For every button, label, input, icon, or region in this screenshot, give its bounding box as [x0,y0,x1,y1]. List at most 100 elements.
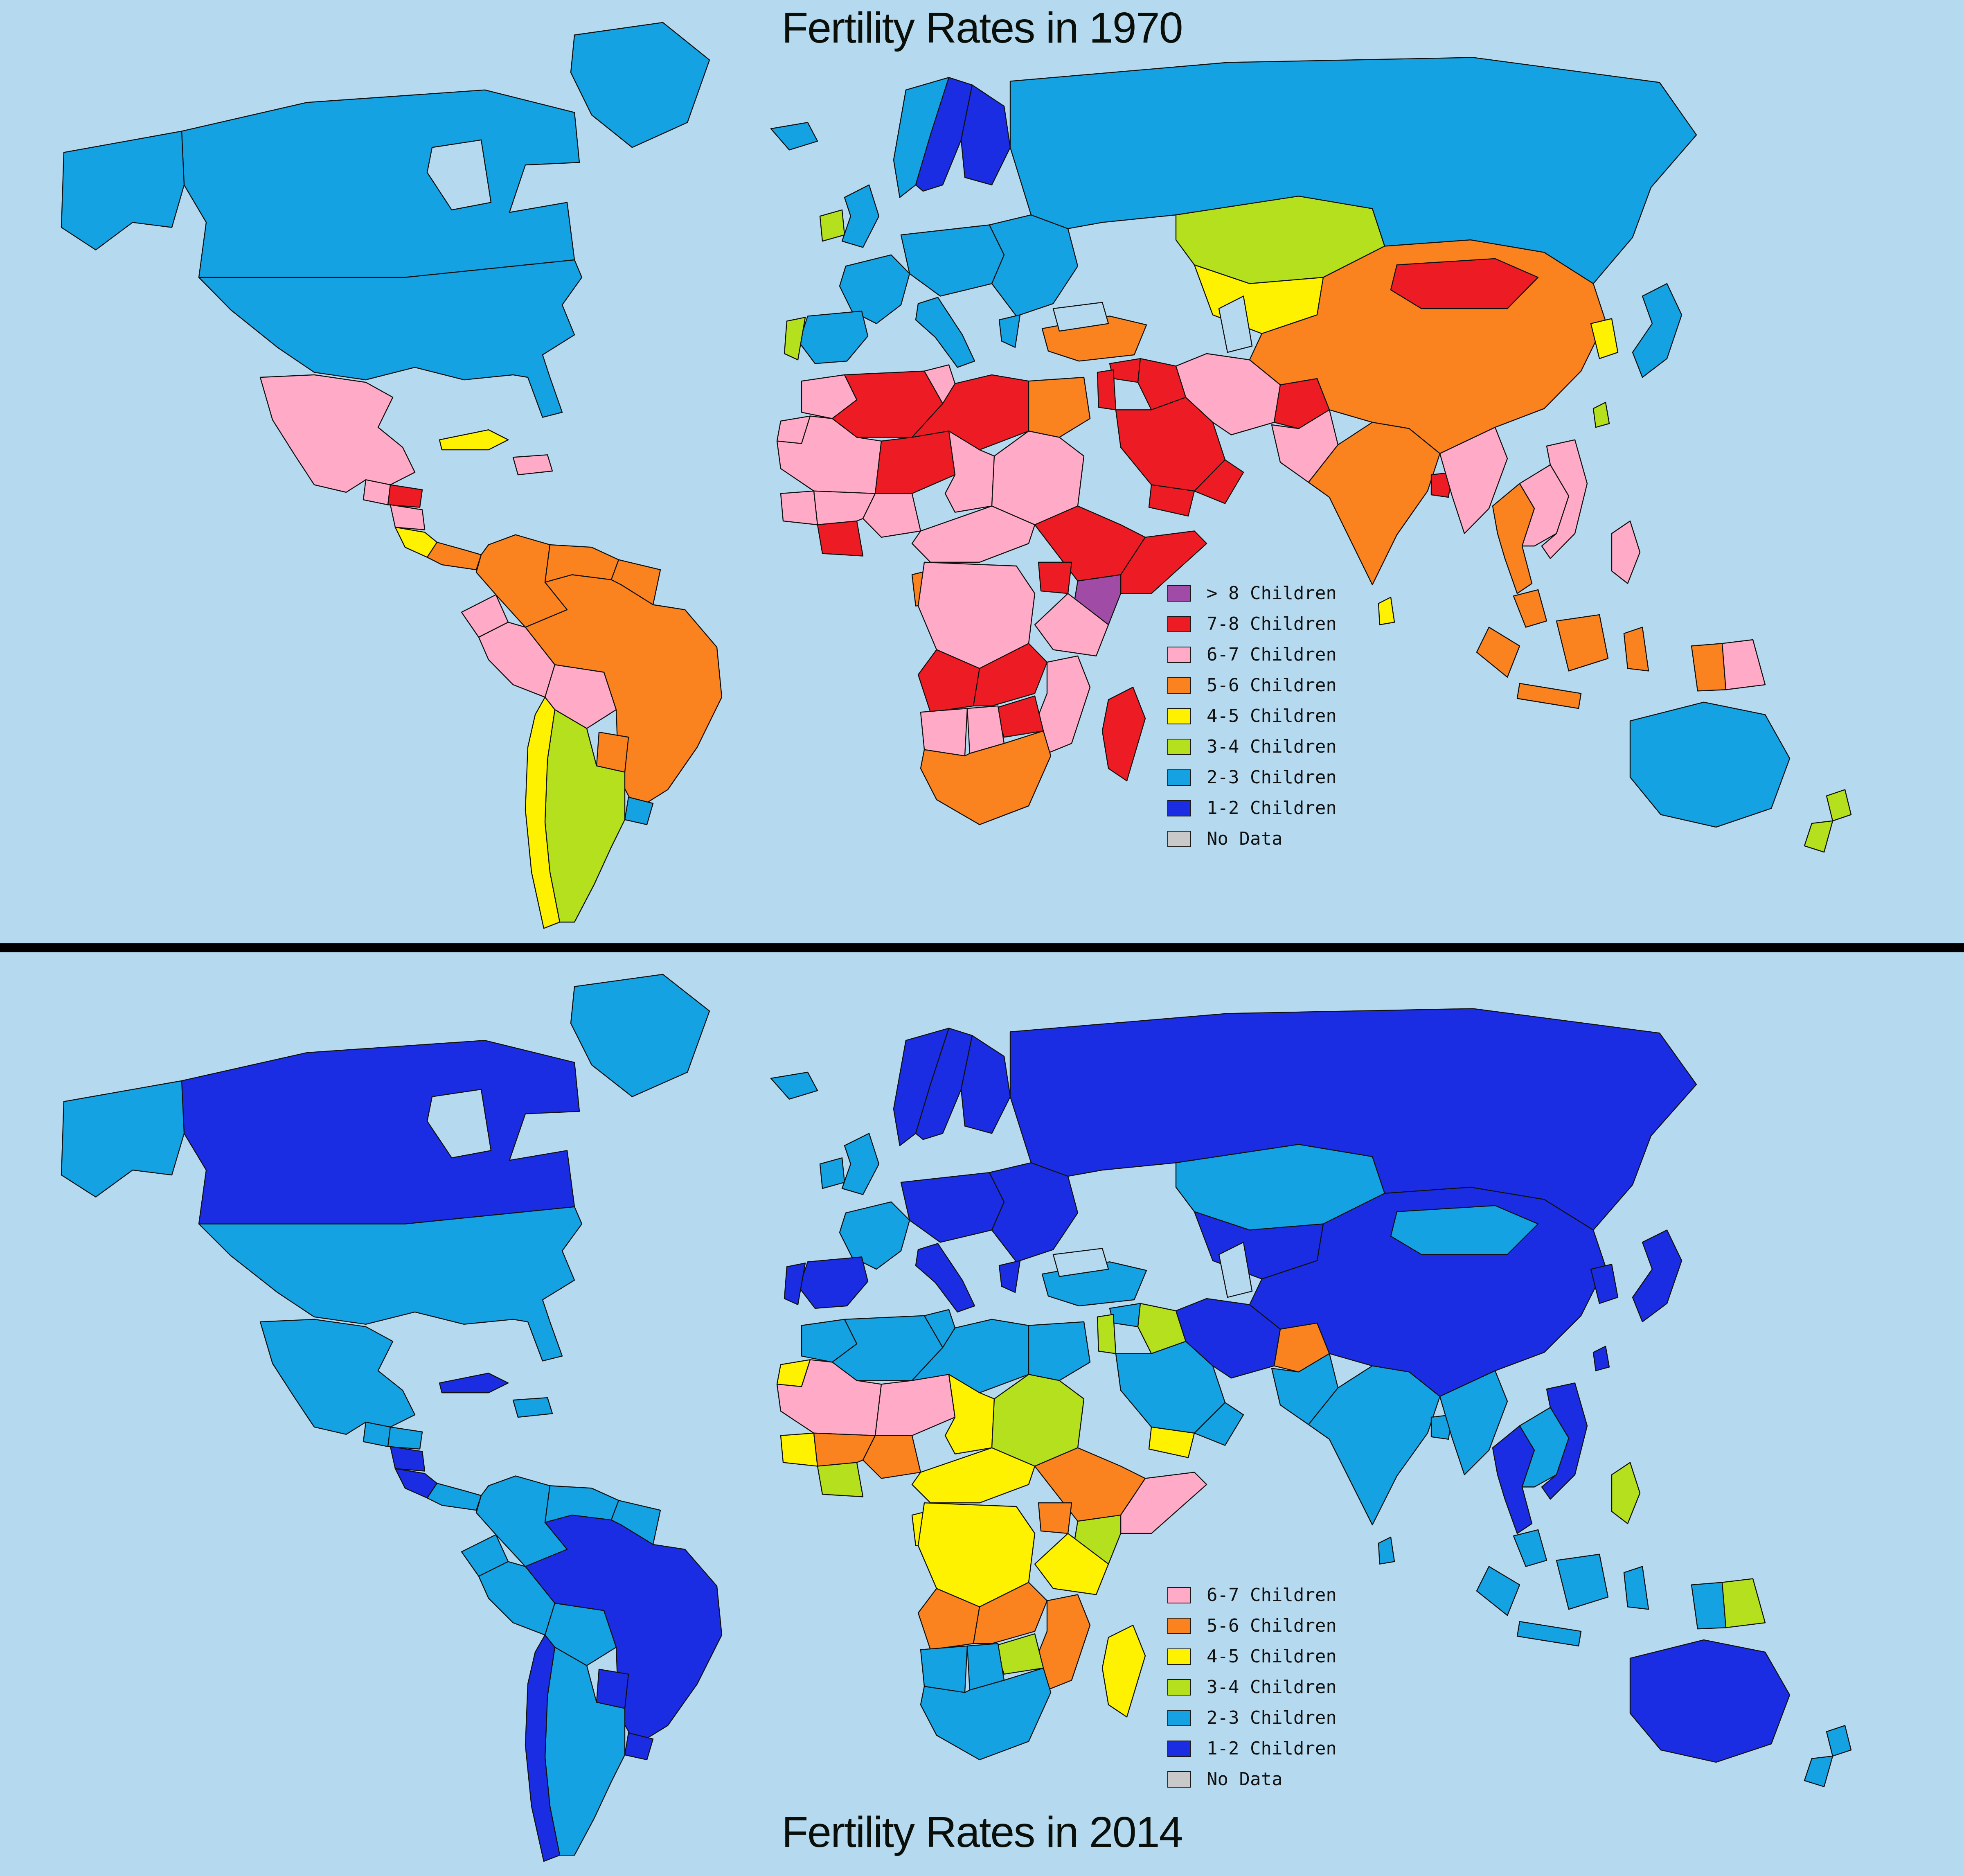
region-taiwan [1592,1346,1610,1371]
region-angola [917,649,980,713]
lake-caspian-sea [1218,295,1253,353]
legend-label-c23: 2-3 Children [1207,1707,1337,1728]
region-greenland [570,22,710,148]
region-brazil [525,1514,723,1746]
region-indonesia [1476,1554,1649,1647]
region-philippines [1611,520,1641,584]
legend-label-c45: 4-5 Children [1207,1646,1337,1667]
region-uk [841,184,880,248]
legend-swatch-c34 [1167,1679,1191,1696]
legend-label-c56: 5-6 Children [1207,675,1337,696]
region-namibia [920,708,968,757]
region-guatemala [363,479,391,505]
legend-label-c12: 1-2 Children [1207,1738,1337,1759]
legend-row-c23: 2-3 Children [1167,1702,1337,1733]
region-portugal [784,317,806,361]
region-mozambique [1034,1594,1091,1693]
region-angola [917,1588,980,1651]
legend-label-c34: 3-4 Children [1207,736,1337,757]
region-finland [960,1035,1011,1134]
region-west-africa [813,490,876,525]
region-uganda [1038,1502,1072,1534]
legend-swatch-c56 [1167,1617,1191,1634]
region-cuba [439,429,509,451]
legend-label-c45: 4-5 Children [1207,706,1337,726]
legend-label-c67: 6-7 Children [1207,1585,1337,1605]
region-senegal-guinea [780,490,818,525]
region-madagascar [1101,686,1146,782]
region-guatemala [363,1421,391,1447]
region-nicaragua [390,504,426,530]
legend-swatch-c67 [1167,646,1191,663]
region-australia [1629,701,1791,828]
region-paraguay [596,1669,629,1709]
region-oman [1194,1402,1244,1446]
legend-swatch-c23 [1167,769,1191,786]
region-levant [1097,1314,1117,1354]
region-vietnam [1541,439,1588,559]
region-new-zealand [1804,1725,1852,1787]
region-mexico [259,374,416,493]
region-tanzania [1034,1533,1109,1595]
legend-swatch-c67 [1167,1587,1191,1603]
region-hispaniola [512,454,553,476]
legend-swatch-c12 [1167,1740,1191,1757]
lake-black-sea [1052,302,1109,332]
region-mongolia [1390,1205,1539,1255]
region-indonesia-papua [1691,643,1727,692]
region-oman [1194,459,1244,504]
region-hispaniola [512,1397,553,1418]
region-usa [61,131,583,418]
world-map-1970 [61,22,1852,929]
region-tanzania [1034,593,1109,657]
region-uganda [1038,561,1072,594]
region-greenland [570,974,710,1097]
legend-row-c56: 5-6 Children [1167,1610,1337,1641]
region-usa [61,1080,583,1362]
map-host-1970 [61,22,1852,929]
region-mongolia [1390,258,1539,309]
legend-label-c67: 6-7 Children [1207,644,1337,665]
map-host-2014 [0,952,1964,1876]
region-uruguay [624,796,654,825]
region-new-zealand [1804,789,1852,853]
legend-label-c34: 3-4 Children [1207,1677,1337,1698]
region-egypt [1028,1321,1091,1381]
legend-row-c34: 3-4 Children [1167,731,1337,762]
legend-row-c67: 6-7 Children [1167,1580,1337,1610]
region-cuba [439,1373,509,1393]
map-section-2014: 6-7 Children 5-6 Children 4-5 Children 3-4 … [0,952,1964,1876]
legend-swatch-nodata [1167,1771,1191,1788]
region-nicaragua [390,1446,426,1472]
region-portugal [784,1263,806,1306]
legend-label-c56: 5-6 Children [1207,1615,1337,1636]
legend-row-gt8: > 8 Children [1167,578,1337,609]
region-france [839,254,910,324]
legend-row-c12: 1-2 Children [1167,793,1337,823]
region-chile [525,1634,561,1862]
region-ivory-ghana [817,520,864,557]
legend-row-c78: 7-8 Children [1167,609,1337,639]
region-sri-lanka [1378,1536,1395,1565]
region-yemen [1148,484,1195,517]
legend-row-c12: 1-2 Children [1167,1733,1337,1764]
legend-swatch-c45 [1167,1648,1191,1665]
section-divider [0,943,1964,952]
region-png [1721,1578,1766,1628]
region-honduras [387,484,423,508]
world-map-2014 [0,952,1964,1876]
lake-hudson-bay [426,139,492,211]
region-italy [915,1243,975,1313]
region-philippines [1611,1462,1641,1524]
region-zambia [973,1582,1048,1644]
lake-caspian-sea [1218,1242,1253,1298]
region-brazil [525,574,723,810]
region-yemen [1148,1426,1195,1458]
region-finland [960,84,1011,186]
lake-black-sea [1052,1248,1109,1277]
legend-swatch-c34 [1167,738,1191,755]
region-greece [998,1260,1021,1293]
region-sri-lanka [1378,597,1395,625]
legend-row-c56: 5-6 Children [1167,670,1337,701]
